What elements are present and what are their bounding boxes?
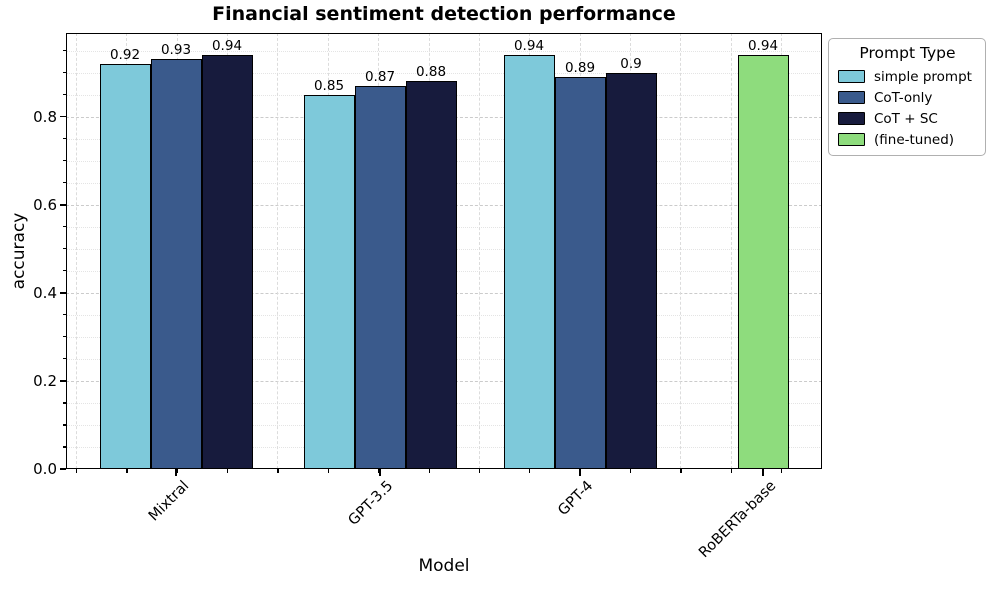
legend-rows: simple prompt CoT-only CoT + SC (fine-tuned… xyxy=(838,66,977,150)
gridline-vertical xyxy=(277,33,279,469)
x-tick-label: GPT-4 xyxy=(555,478,597,519)
gridline-minor xyxy=(66,72,822,74)
x-minor-tick-mark xyxy=(126,469,128,473)
legend-entry-label: CoT-only xyxy=(874,89,933,106)
x-minor-tick-mark xyxy=(478,469,481,473)
bar-value-label: 0.85 xyxy=(313,77,345,94)
bar xyxy=(503,55,555,469)
x-tick-mark xyxy=(379,469,381,476)
x-minor-tick-mark xyxy=(629,469,632,473)
legend-swatch xyxy=(838,70,865,83)
y-tick-mark xyxy=(59,380,66,382)
bar xyxy=(150,59,202,469)
y-tick-mark xyxy=(59,292,66,294)
bar xyxy=(554,77,606,469)
y-axis-label: accuracy xyxy=(9,212,29,290)
x-minor-tick-mark xyxy=(529,469,531,473)
bar xyxy=(354,85,406,469)
x-minor-tick-mark xyxy=(378,469,380,473)
legend-swatch xyxy=(838,112,865,125)
x-minor-tick-mark xyxy=(277,469,279,473)
legend: Prompt Type simple prompt CoT-only CoT + S… xyxy=(828,38,986,156)
gridline-minor xyxy=(66,50,822,52)
y-tick-label: 0.0 xyxy=(33,460,57,478)
x-tick-label: RoBERTa-base xyxy=(696,478,780,562)
x-minor-tick-mark xyxy=(227,469,229,473)
gridline-vertical xyxy=(680,33,682,469)
y-tick-mark xyxy=(59,204,66,206)
legend-entry-label: CoT + SC xyxy=(874,110,938,127)
y-minor-tick-mark xyxy=(62,336,66,338)
bar xyxy=(99,63,151,469)
y-minor-tick-mark xyxy=(62,138,66,140)
x-minor-tick-mark xyxy=(680,469,682,473)
bar xyxy=(737,55,789,469)
bar-value-label: 0.94 xyxy=(513,38,545,55)
x-axis-label: Model xyxy=(418,556,470,576)
legend-swatch xyxy=(838,133,865,146)
y-minor-tick-mark xyxy=(62,72,66,74)
x-tick-mark xyxy=(762,469,764,476)
gridline-vertical xyxy=(76,33,77,469)
legend-swatch xyxy=(838,91,865,104)
x-minor-tick-mark xyxy=(781,469,783,473)
legend-entry: CoT + SC xyxy=(838,108,977,129)
bar xyxy=(405,81,457,469)
y-minor-tick-mark xyxy=(62,50,66,52)
x-tick-mark xyxy=(175,469,177,476)
bar xyxy=(303,94,355,469)
legend-entry: CoT-only xyxy=(838,87,977,108)
y-minor-tick-mark xyxy=(62,358,66,360)
y-tick-mark xyxy=(59,115,66,118)
x-minor-tick-mark xyxy=(176,469,178,473)
y-minor-tick-mark xyxy=(62,182,66,184)
gridline-vertical xyxy=(730,33,732,469)
chart-title: Financial sentiment detection performanc… xyxy=(212,3,676,25)
y-minor-tick-mark xyxy=(62,270,66,272)
y-tick-label: 0.4 xyxy=(33,283,57,302)
legend-entry: simple prompt xyxy=(838,66,977,87)
y-minor-tick-mark xyxy=(62,248,66,250)
gridline-vertical xyxy=(478,33,480,469)
y-minor-tick-mark xyxy=(62,446,66,448)
bar-value-label: 0.9 xyxy=(620,55,642,72)
y-minor-tick-mark xyxy=(62,160,66,162)
legend-entry: (fine-tuned) xyxy=(838,129,977,150)
x-tick-mark xyxy=(579,469,581,476)
bar xyxy=(201,55,253,469)
y-tick-label: 0.2 xyxy=(33,371,57,390)
bar-value-label: 0.93 xyxy=(160,42,192,59)
x-tick-label: Mixtral xyxy=(145,478,193,525)
y-minor-tick-mark xyxy=(62,226,66,228)
bar-value-label: 0.94 xyxy=(747,38,779,55)
y-minor-tick-mark xyxy=(62,424,66,426)
bar-value-label: 0.92 xyxy=(109,46,141,63)
legend-entry-label: (fine-tuned) xyxy=(874,131,955,148)
x-minor-tick-mark xyxy=(327,469,329,473)
x-minor-tick-mark xyxy=(730,469,732,473)
x-tick-label: GPT-3.5 xyxy=(345,478,397,529)
plot-area: 0.92 0.93 0.94 0.85 0.87 0.88 0.94 0.89 0.9 0.94 xyxy=(66,33,822,469)
legend-title: Prompt Type xyxy=(859,44,956,62)
y-tick-label: 0.8 xyxy=(33,107,57,126)
x-minor-tick-mark xyxy=(428,469,430,473)
y-minor-tick-mark xyxy=(62,94,66,96)
bar xyxy=(605,72,657,469)
y-minor-tick-mark xyxy=(62,402,66,404)
bar-value-label: 0.94 xyxy=(211,38,243,55)
x-minor-tick-mark xyxy=(76,469,78,473)
y-tick-label: 0.6 xyxy=(33,195,57,214)
bar-value-label: 0.89 xyxy=(564,60,596,77)
y-tick-mark xyxy=(59,468,66,470)
legend-entry-label: simple prompt xyxy=(874,68,972,85)
y-minor-tick-mark xyxy=(62,314,66,316)
bar-value-label: 0.87 xyxy=(364,68,396,85)
bar-value-label: 0.88 xyxy=(415,64,447,81)
